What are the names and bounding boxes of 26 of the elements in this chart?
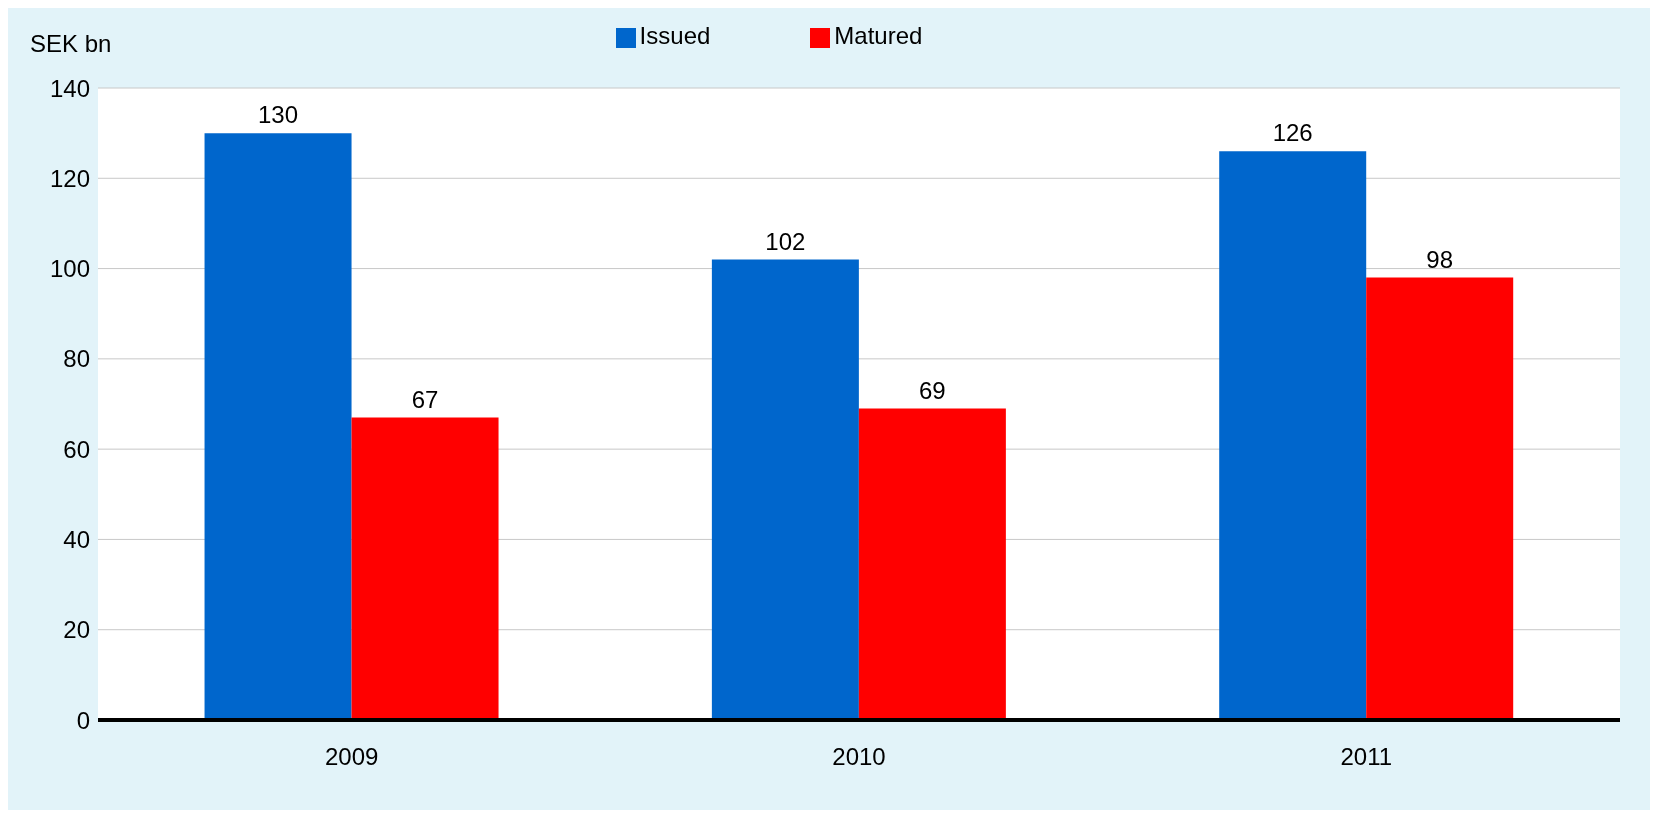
bar [351,417,499,720]
x-tick-label: 2010 [832,743,886,771]
y-tick-label: 0 [76,706,90,734]
bar [858,408,1006,720]
y-tick-label: 140 [49,74,90,102]
y-tick-label: 80 [63,345,90,373]
x-tick-label: 2011 [1340,743,1393,771]
bar [1219,151,1367,720]
legend-label: Issued [639,22,711,49]
y-tick-label: 60 [63,435,90,463]
y-tick-label: 100 [49,255,90,283]
data-label: 98 [1426,245,1454,273]
data-label: 126 [1272,119,1313,147]
data-label: 102 [765,227,806,255]
data-label: 130 [258,101,299,129]
data-label: 69 [919,376,946,404]
bar [204,133,352,720]
x-tick-label: 2009 [324,743,379,771]
y-tick-label: 120 [49,164,90,192]
y-tick-label: 40 [63,525,90,553]
data-label: 67 [411,385,439,413]
y-tick-label: 20 [63,616,90,644]
y-axis-title: SEK bn [30,30,112,58]
bar [1366,277,1514,720]
bar [711,259,859,720]
legend-label: Matured [834,22,923,49]
